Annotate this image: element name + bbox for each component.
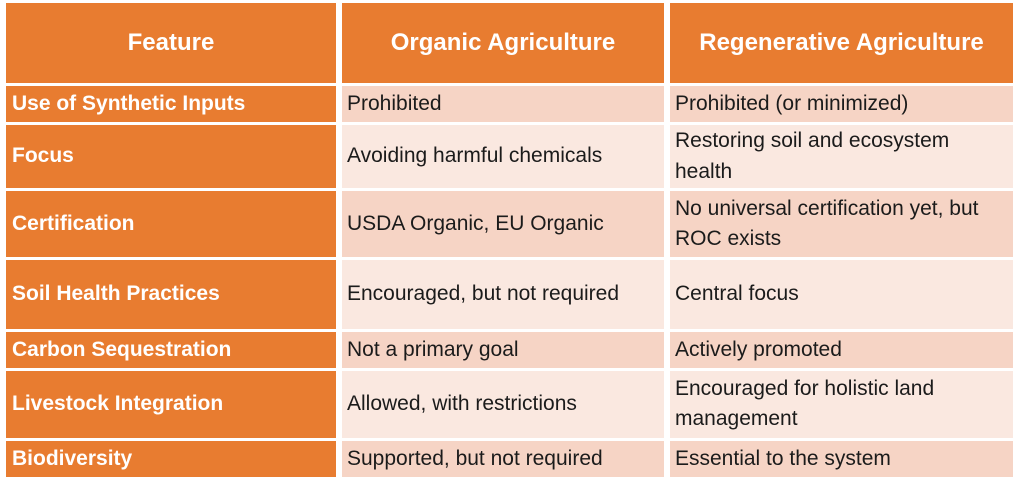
feature-label: Carbon Sequestration (6, 331, 336, 369)
feature-label: Focus (6, 125, 336, 188)
regenerative-value: Restoring soil and ecosystem health (670, 125, 1013, 188)
table-row: Certification USDA Organic, EU Organic N… (6, 190, 1013, 258)
organic-value: Supported, but not required (342, 440, 664, 477)
organic-value: USDA Organic, EU Organic (342, 190, 664, 258)
organic-value: Prohibited (342, 86, 664, 123)
regenerative-value: No universal certification yet, but ROC … (670, 190, 1013, 258)
header-row: Feature Organic Agriculture Regenerative… (6, 3, 1013, 83)
table-row: Livestock Integration Allowed, with rest… (6, 371, 1013, 438)
feature-label: Use of Synthetic Inputs (6, 86, 336, 123)
header-organic-agriculture: Organic Agriculture (342, 3, 664, 83)
regenerative-value: Prohibited (or minimized) (670, 86, 1013, 123)
feature-label: Biodiversity (6, 440, 336, 477)
table-row: Use of Synthetic Inputs Prohibited Prohi… (6, 86, 1013, 123)
organic-value: Avoiding harmful chemicals (342, 125, 664, 188)
table-row: Soil Health Practices Encouraged, but no… (6, 260, 1013, 329)
table-row: Carbon Sequestration Not a primary goal … (6, 331, 1013, 369)
regenerative-value: Encouraged for holistic land management (670, 371, 1013, 438)
table-header: Feature Organic Agriculture Regenerative… (6, 3, 1013, 83)
organic-value: Not a primary goal (342, 331, 664, 369)
table-body: Use of Synthetic Inputs Prohibited Prohi… (6, 86, 1013, 477)
organic-value: Encouraged, but not required (342, 260, 664, 329)
feature-label: Certification (6, 190, 336, 258)
regenerative-value: Actively promoted (670, 331, 1013, 369)
table-row: Biodiversity Supported, but not required… (6, 440, 1013, 477)
feature-label: Soil Health Practices (6, 260, 336, 329)
table-row: Focus Avoiding harmful chemicals Restori… (6, 125, 1013, 188)
organic-value: Allowed, with restrictions (342, 371, 664, 438)
header-feature: Feature (6, 3, 336, 83)
header-regenerative-agriculture: Regenerative Agriculture (670, 3, 1013, 83)
regenerative-value: Essential to the system (670, 440, 1013, 477)
regenerative-value: Central focus (670, 260, 1013, 329)
feature-label: Livestock Integration (6, 371, 336, 438)
